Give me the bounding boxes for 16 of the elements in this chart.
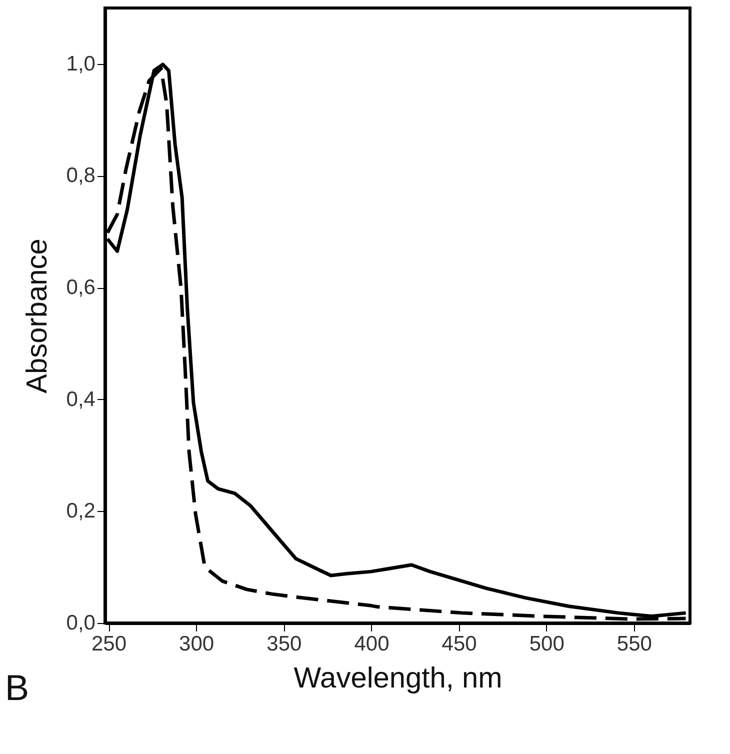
text: B: [5, 667, 30, 708]
y-tick-label: 0,8: [66, 164, 96, 188]
y-tick-label: 0,2: [66, 500, 96, 523]
x-tick-label: 450: [442, 632, 477, 656]
x-axis-title: Wavelength, nm: [294, 662, 502, 694]
y-tick-label: 0,0: [66, 612, 96, 634]
y-tick-label: 0,4: [66, 388, 96, 411]
x-tick-label: 350: [266, 632, 302, 656]
x-tick-label: 550: [616, 632, 652, 656]
x-tick-label: 250: [91, 632, 127, 656]
x-tick-label: 500: [529, 632, 564, 656]
y-tick-label: 1,0: [66, 52, 96, 76]
y-tick-label: 0,6: [66, 276, 96, 300]
x-tick-label: 400: [354, 632, 390, 656]
y-axis-title: Absorbance: [21, 238, 54, 394]
x-tick-label: 300: [179, 632, 214, 656]
